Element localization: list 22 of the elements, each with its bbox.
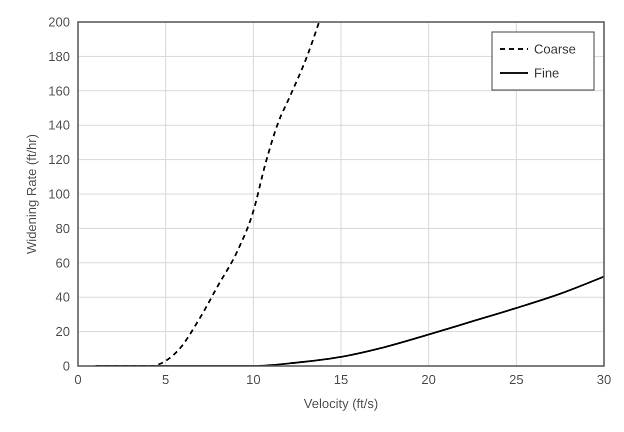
- y-tick-label: 120: [48, 152, 70, 168]
- x-tick-label: 30: [596, 372, 612, 387]
- x-tick-label: 5: [162, 372, 170, 387]
- legend-label: Coarse: [534, 42, 576, 56]
- y-tick-label: 180: [48, 48, 70, 64]
- y-tick-label: 0: [62, 358, 70, 374]
- y-tick-label: 40: [56, 290, 70, 305]
- y-tick-label: 140: [48, 118, 70, 133]
- y-axis-title: Widening Rate (ft/hr): [24, 134, 39, 254]
- y-tick-label: 160: [48, 83, 70, 98]
- x-tick-label: 10: [246, 372, 261, 387]
- legend-label: Fine: [534, 66, 560, 80]
- y-tick-label: 20: [56, 324, 70, 340]
- y-tick-label: 100: [48, 186, 70, 202]
- x-axis-title: Velocity (ft/s): [304, 396, 378, 411]
- x-tick-label: 15: [334, 372, 348, 387]
- x-tick-label: 25: [509, 372, 524, 387]
- x-tick-label: 0: [74, 372, 82, 387]
- y-tick-label: 80: [56, 220, 70, 236]
- y-tick-label: 60: [56, 255, 70, 270]
- y-tick-label: 200: [48, 14, 70, 30]
- x-tick-label: 20: [421, 372, 436, 387]
